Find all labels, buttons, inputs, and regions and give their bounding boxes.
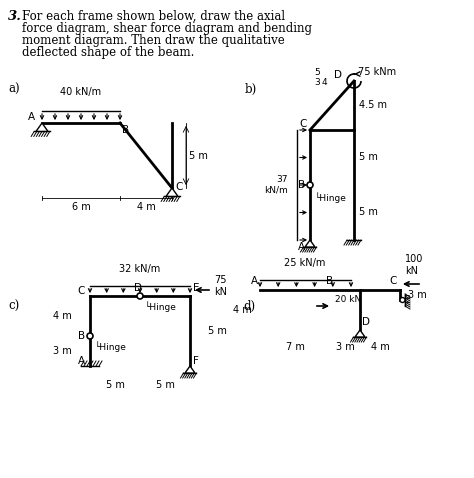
Text: 75
kN: 75 kN [214, 275, 227, 297]
Text: 3: 3 [314, 78, 320, 87]
Polygon shape [166, 188, 178, 196]
Text: 4.5 m: 4.5 m [359, 100, 387, 110]
Text: 32 kN/m: 32 kN/m [119, 264, 161, 274]
Text: 5 m: 5 m [106, 380, 125, 390]
Text: 6 m: 6 m [72, 202, 91, 212]
Polygon shape [36, 123, 48, 131]
Text: B: B [78, 331, 85, 341]
Text: 4 m: 4 m [137, 202, 155, 212]
Text: For each frame shown below, draw the axial: For each frame shown below, draw the axi… [22, 10, 285, 23]
Text: 7 m: 7 m [285, 342, 304, 352]
Circle shape [137, 293, 143, 299]
Text: E: E [193, 283, 200, 293]
Text: 37
kN/m: 37 kN/m [264, 175, 288, 195]
Polygon shape [305, 240, 315, 247]
Text: C: C [300, 119, 307, 129]
Text: B: B [298, 180, 305, 190]
Circle shape [400, 297, 405, 303]
Text: └Hinge: └Hinge [315, 192, 347, 203]
Text: 40 kN/m: 40 kN/m [61, 87, 101, 97]
Text: 3 m: 3 m [53, 346, 72, 356]
Text: 100
kN: 100 kN [405, 254, 423, 276]
Text: B: B [122, 125, 129, 135]
Circle shape [307, 182, 313, 188]
Text: └Hinge: └Hinge [95, 341, 127, 352]
Text: F: F [193, 356, 199, 366]
Text: c): c) [8, 300, 19, 313]
Text: 4 m: 4 m [371, 342, 389, 352]
Text: B: B [327, 276, 334, 286]
Polygon shape [355, 330, 365, 337]
Text: A: A [251, 276, 258, 286]
Text: 75 kNm: 75 kNm [358, 67, 396, 77]
Text: E: E [404, 295, 410, 305]
Text: 4 m: 4 m [233, 305, 252, 315]
Circle shape [87, 333, 93, 339]
Text: deflected shape of the beam.: deflected shape of the beam. [22, 46, 194, 59]
Text: 25 kN/m: 25 kN/m [284, 258, 326, 268]
Text: D: D [334, 70, 342, 80]
Polygon shape [185, 366, 195, 373]
Text: 5: 5 [314, 68, 320, 77]
Text: 5 m: 5 m [155, 380, 174, 390]
Text: C: C [390, 276, 397, 286]
Text: a): a) [8, 83, 19, 96]
Text: force diagram, shear force diagram and bending: force diagram, shear force diagram and b… [22, 22, 312, 35]
Text: A: A [298, 242, 305, 252]
Text: 3 m: 3 m [408, 290, 427, 300]
Text: └Hinge: └Hinge [145, 301, 177, 312]
Text: A: A [28, 112, 35, 122]
Text: 3 m: 3 m [336, 342, 355, 352]
Text: C: C [78, 286, 85, 296]
Text: 5 m: 5 m [208, 326, 227, 336]
Text: D: D [134, 283, 142, 293]
Text: 5 m: 5 m [359, 152, 378, 162]
Text: A: A [78, 356, 85, 366]
Text: 3.: 3. [8, 10, 22, 23]
Text: 4 m: 4 m [53, 311, 72, 321]
Text: D: D [362, 317, 370, 327]
Text: C: C [175, 182, 182, 192]
Text: moment diagram. Then draw the qualitative: moment diagram. Then draw the qualitativ… [22, 34, 285, 47]
Text: 20 kN: 20 kN [335, 295, 361, 304]
Text: d): d) [243, 300, 255, 313]
Text: 4: 4 [322, 78, 328, 87]
Text: 5 m: 5 m [359, 207, 378, 217]
Text: 5 m: 5 m [189, 151, 208, 161]
Text: b): b) [245, 83, 257, 96]
